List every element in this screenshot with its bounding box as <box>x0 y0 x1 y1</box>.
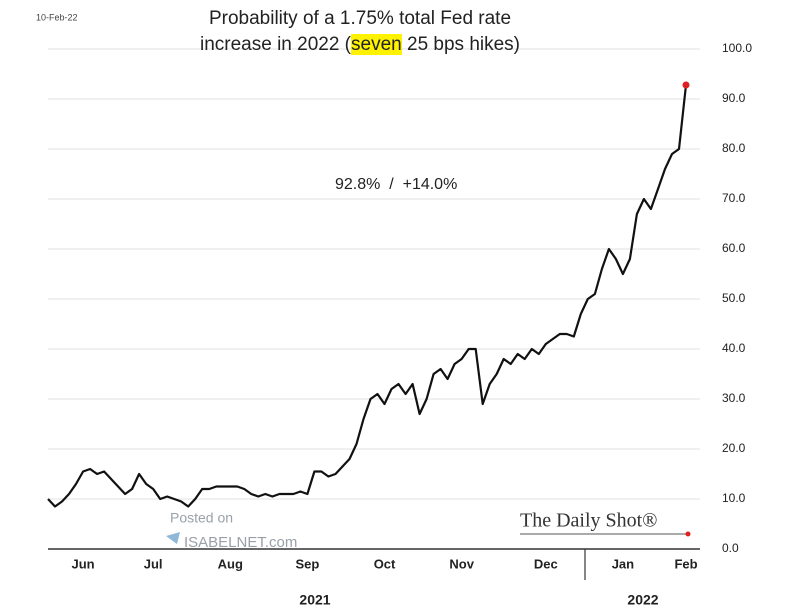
x-tick-label: Feb <box>674 556 697 571</box>
x-tick-label: Dec <box>534 556 558 571</box>
y-tick-label: 80.0 <box>722 141 746 155</box>
source: The Daily Shot® <box>520 510 657 532</box>
y-tick-label: 90.0 <box>722 91 746 105</box>
y-tick-label: 70.0 <box>722 191 746 205</box>
watermark-icon <box>166 532 180 544</box>
annotation: 92.8% / +14.0% <box>335 176 457 193</box>
y-tick-label: 30.0 <box>722 391 746 405</box>
data-line <box>47 84 688 508</box>
year-label: 2022 <box>627 592 658 608</box>
title-line: Probability of a 1.75% total Fed rate <box>208 8 512 29</box>
watermark-line2: ISABELNET.com <box>184 534 297 551</box>
x-tick-label: Aug <box>218 556 243 571</box>
y-tick-label: 60.0 <box>722 241 746 255</box>
title-highlight: seven <box>351 34 402 55</box>
x-tick-label: Oct <box>374 556 396 571</box>
x-tick-label: Jun <box>71 556 94 571</box>
y-tick-label: 20.0 <box>722 441 746 455</box>
y-tick-label: 50.0 <box>722 291 746 305</box>
title-line: 25 bps hikes) <box>401 34 521 55</box>
x-tick-label: Sep <box>295 556 319 571</box>
y-tick-label: 100.0 <box>722 41 752 55</box>
watermark-line1: Posted on <box>170 510 233 526</box>
year-label: 2021 <box>299 592 330 608</box>
source-dot <box>685 531 691 537</box>
y-tick-label: 10.0 <box>722 491 746 505</box>
chart-title: Probability of a 1.75% total Fed rate in… <box>150 6 570 58</box>
date-stamp: 10-Feb-22 <box>36 12 78 22</box>
x-tick-label: Nov <box>449 556 474 571</box>
y-tick-label: 0.0 <box>722 541 739 555</box>
y-tick-label: 40.0 <box>722 341 746 355</box>
title-line: increase in 2022 ( <box>199 34 352 55</box>
end-marker <box>682 81 690 89</box>
x-tick-label: Jan <box>612 556 634 571</box>
x-tick-label: Jul <box>144 556 163 571</box>
